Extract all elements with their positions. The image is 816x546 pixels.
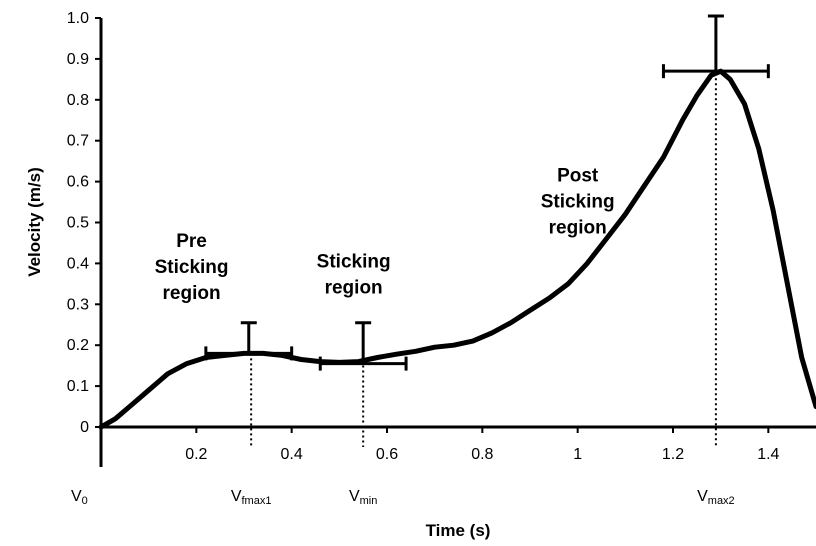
dotted-markers <box>250 73 717 447</box>
y-tick-label: 0.1 <box>67 378 89 395</box>
x-tick-label: 0.2 <box>185 446 207 463</box>
marker-label: Vfmax1 <box>231 488 272 507</box>
y-tick-label: 0.7 <box>67 133 89 150</box>
y-tick-label: 1.0 <box>67 10 89 27</box>
origin-marker-label: V0 <box>71 488 88 507</box>
region-annotation: Sticking region <box>317 251 391 298</box>
y-tick-label: 0.4 <box>67 255 89 272</box>
region-annotation: Post Sticking region <box>541 166 615 239</box>
velocity-series-line <box>98 68 816 430</box>
y-tick-label: 0.9 <box>67 51 89 68</box>
x-tick-label: 0.6 <box>376 446 398 463</box>
x-tick-label: 1 <box>573 446 582 463</box>
marker-label: Vmax2 <box>697 488 735 507</box>
x-tick-label: 0.8 <box>471 446 493 463</box>
x-tick-label: 0.4 <box>281 446 303 463</box>
y-tick-label: 0.2 <box>67 337 89 354</box>
y-tick-label: 0.5 <box>67 215 89 232</box>
error-bars <box>204 14 770 371</box>
region-annotation: Pre Sticking region <box>155 231 229 304</box>
x-tick-label: 1.2 <box>662 446 684 463</box>
y-tick-label: 0 <box>80 419 89 436</box>
y-tick-label: 0.8 <box>67 92 89 109</box>
labels-layer: 0 0.1 0.2 0.3 0.4 0.5 0.6 0.7 0.8 0.9 1.0 0.2 0.4 0.6… <box>67 10 780 507</box>
y-tick-label: 0.3 <box>67 296 89 313</box>
series-layer <box>98 68 816 430</box>
x-axis-title: Time (s) <box>426 521 491 540</box>
x-tick-label: 1.4 <box>757 446 779 463</box>
marker-label: Vmin <box>349 488 377 507</box>
axes <box>95 17 816 467</box>
y-axis-title: Velocity (m/s) <box>25 167 44 277</box>
y-tick-label: 0.6 <box>67 174 89 191</box>
